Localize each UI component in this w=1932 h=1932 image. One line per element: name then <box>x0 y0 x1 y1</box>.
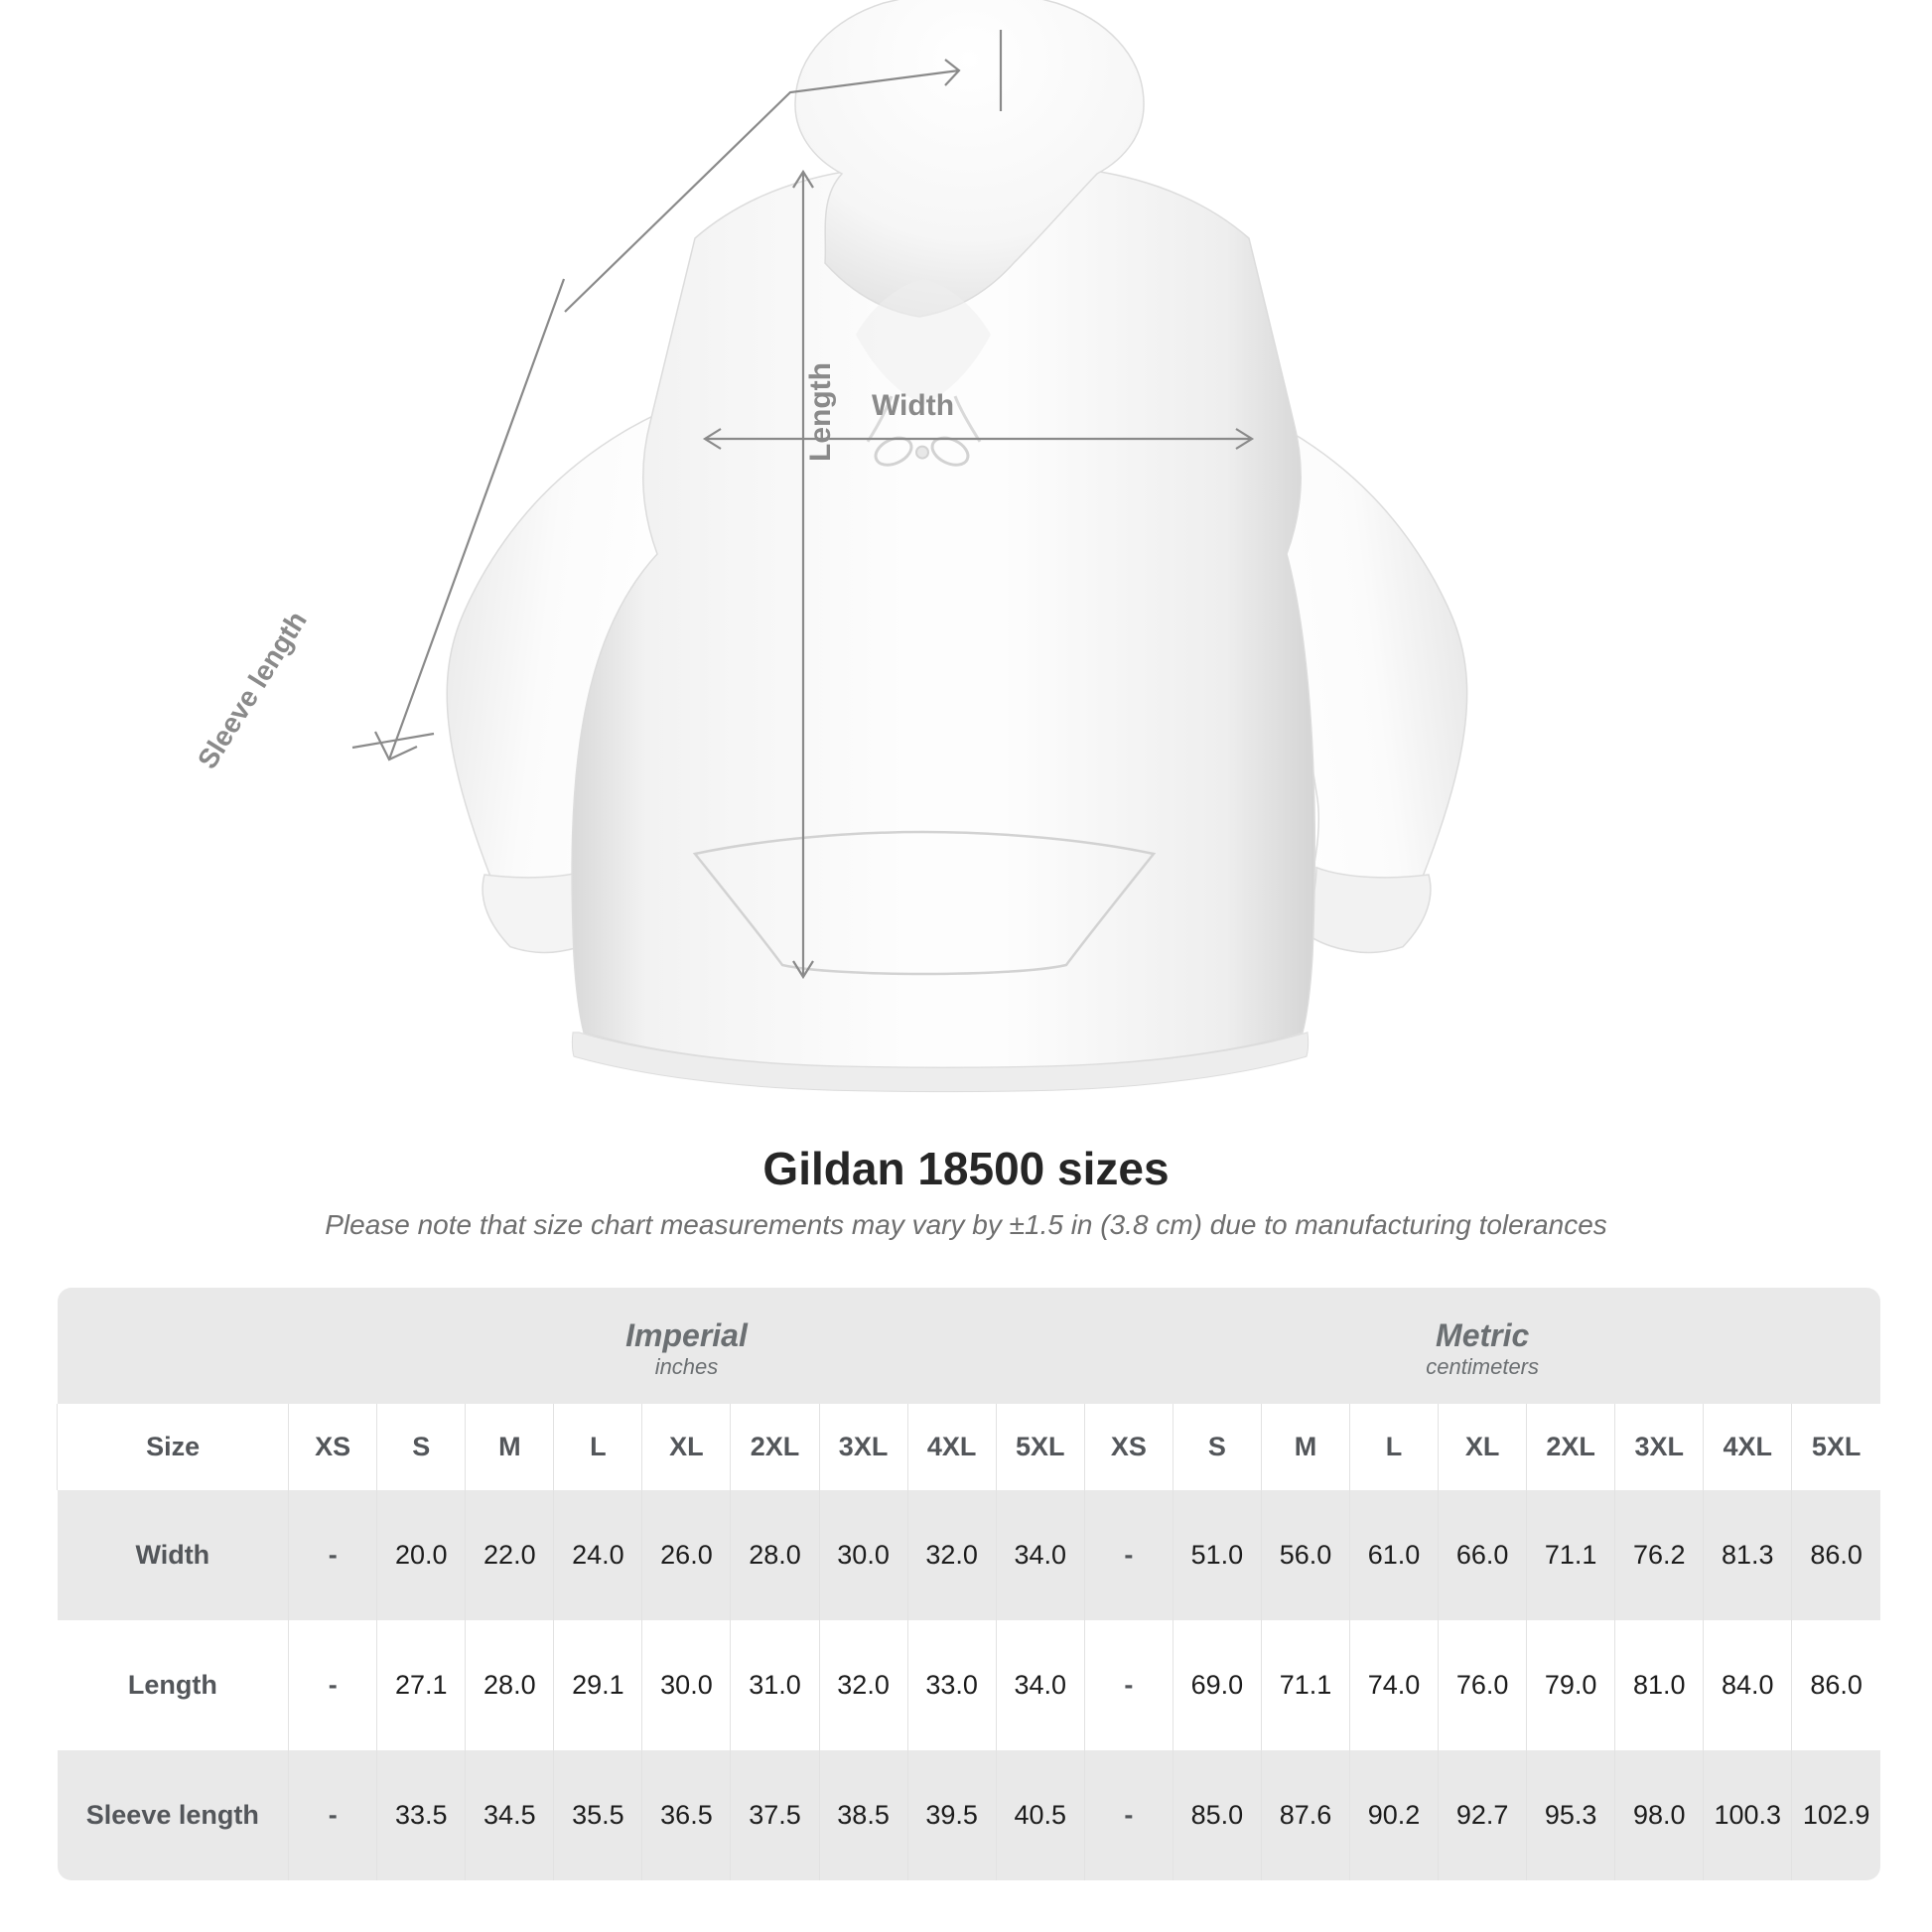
svg-text:Sleeve length: Sleeve length <box>192 606 313 774</box>
svg-text:Length: Length <box>804 362 837 462</box>
svg-text:Width: Width <box>872 389 954 422</box>
